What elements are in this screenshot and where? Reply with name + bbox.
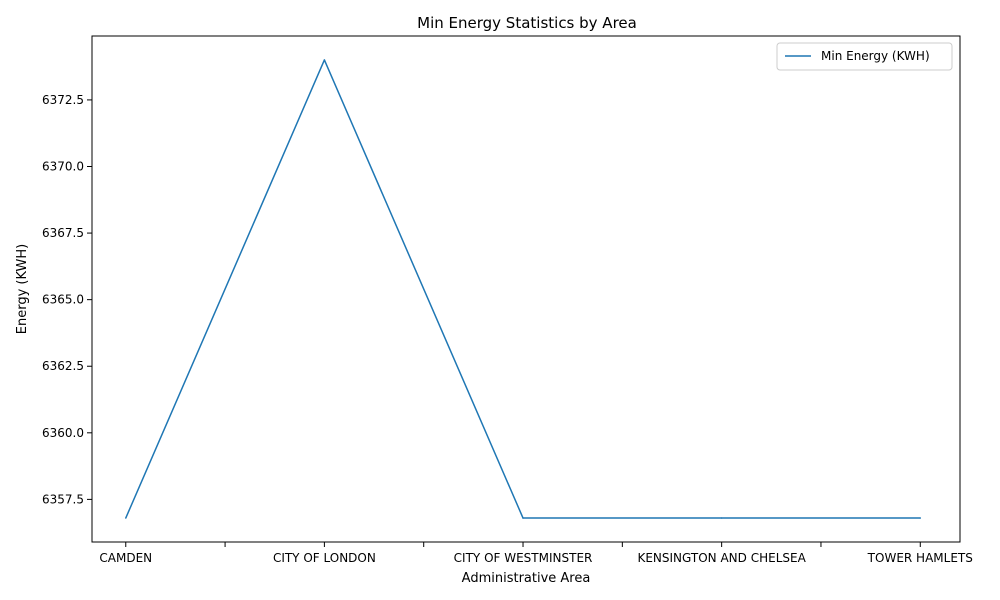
x-axis: CAMDEN CITY OF LONDON CITY OF WESTMINSTER K… xyxy=(99,542,973,565)
x-tick-label: CITY OF LONDON xyxy=(273,551,376,565)
legend-box xyxy=(776,42,953,71)
y-tick-label: 6360.0 xyxy=(42,426,84,440)
y-tick-label: 6357.5 xyxy=(42,492,84,506)
y-tick-label: 6365.0 xyxy=(42,293,84,307)
y-axis-title: Energy (KWH) xyxy=(15,244,30,334)
series-point xyxy=(720,517,723,519)
series-point xyxy=(919,517,922,519)
y-tick-label: 6372.5 xyxy=(42,93,84,107)
series-lines xyxy=(125,59,922,519)
y-axis: 6357.5 6360.0 6362.5 6365.0 6367.5 6370.0 6372… xyxy=(42,93,92,506)
series-line xyxy=(125,59,921,519)
y-tick-label: 6370.0 xyxy=(42,159,84,173)
series-point xyxy=(522,517,524,519)
x-tick-label: KENSINGTON AND CHELSEA xyxy=(637,551,806,565)
x-tick-label: CAMDEN xyxy=(99,551,152,565)
legend-label: Min Energy (KWH) xyxy=(821,49,930,63)
chart-title: Min Energy Statistics by Area xyxy=(417,14,637,32)
x-tick-label: CITY OF WESTMINSTER xyxy=(454,551,593,565)
series-point xyxy=(323,59,326,61)
series-point xyxy=(125,517,127,519)
y-tick-label: 6362.5 xyxy=(42,359,84,373)
x-axis-title: Administrative Area xyxy=(462,571,591,586)
y-tick-label: 6367.5 xyxy=(42,226,84,240)
plot-area xyxy=(91,35,961,543)
legend: Min Energy (KWH) xyxy=(776,42,953,71)
x-tick-label: TOWER HAMLETS xyxy=(867,551,973,565)
